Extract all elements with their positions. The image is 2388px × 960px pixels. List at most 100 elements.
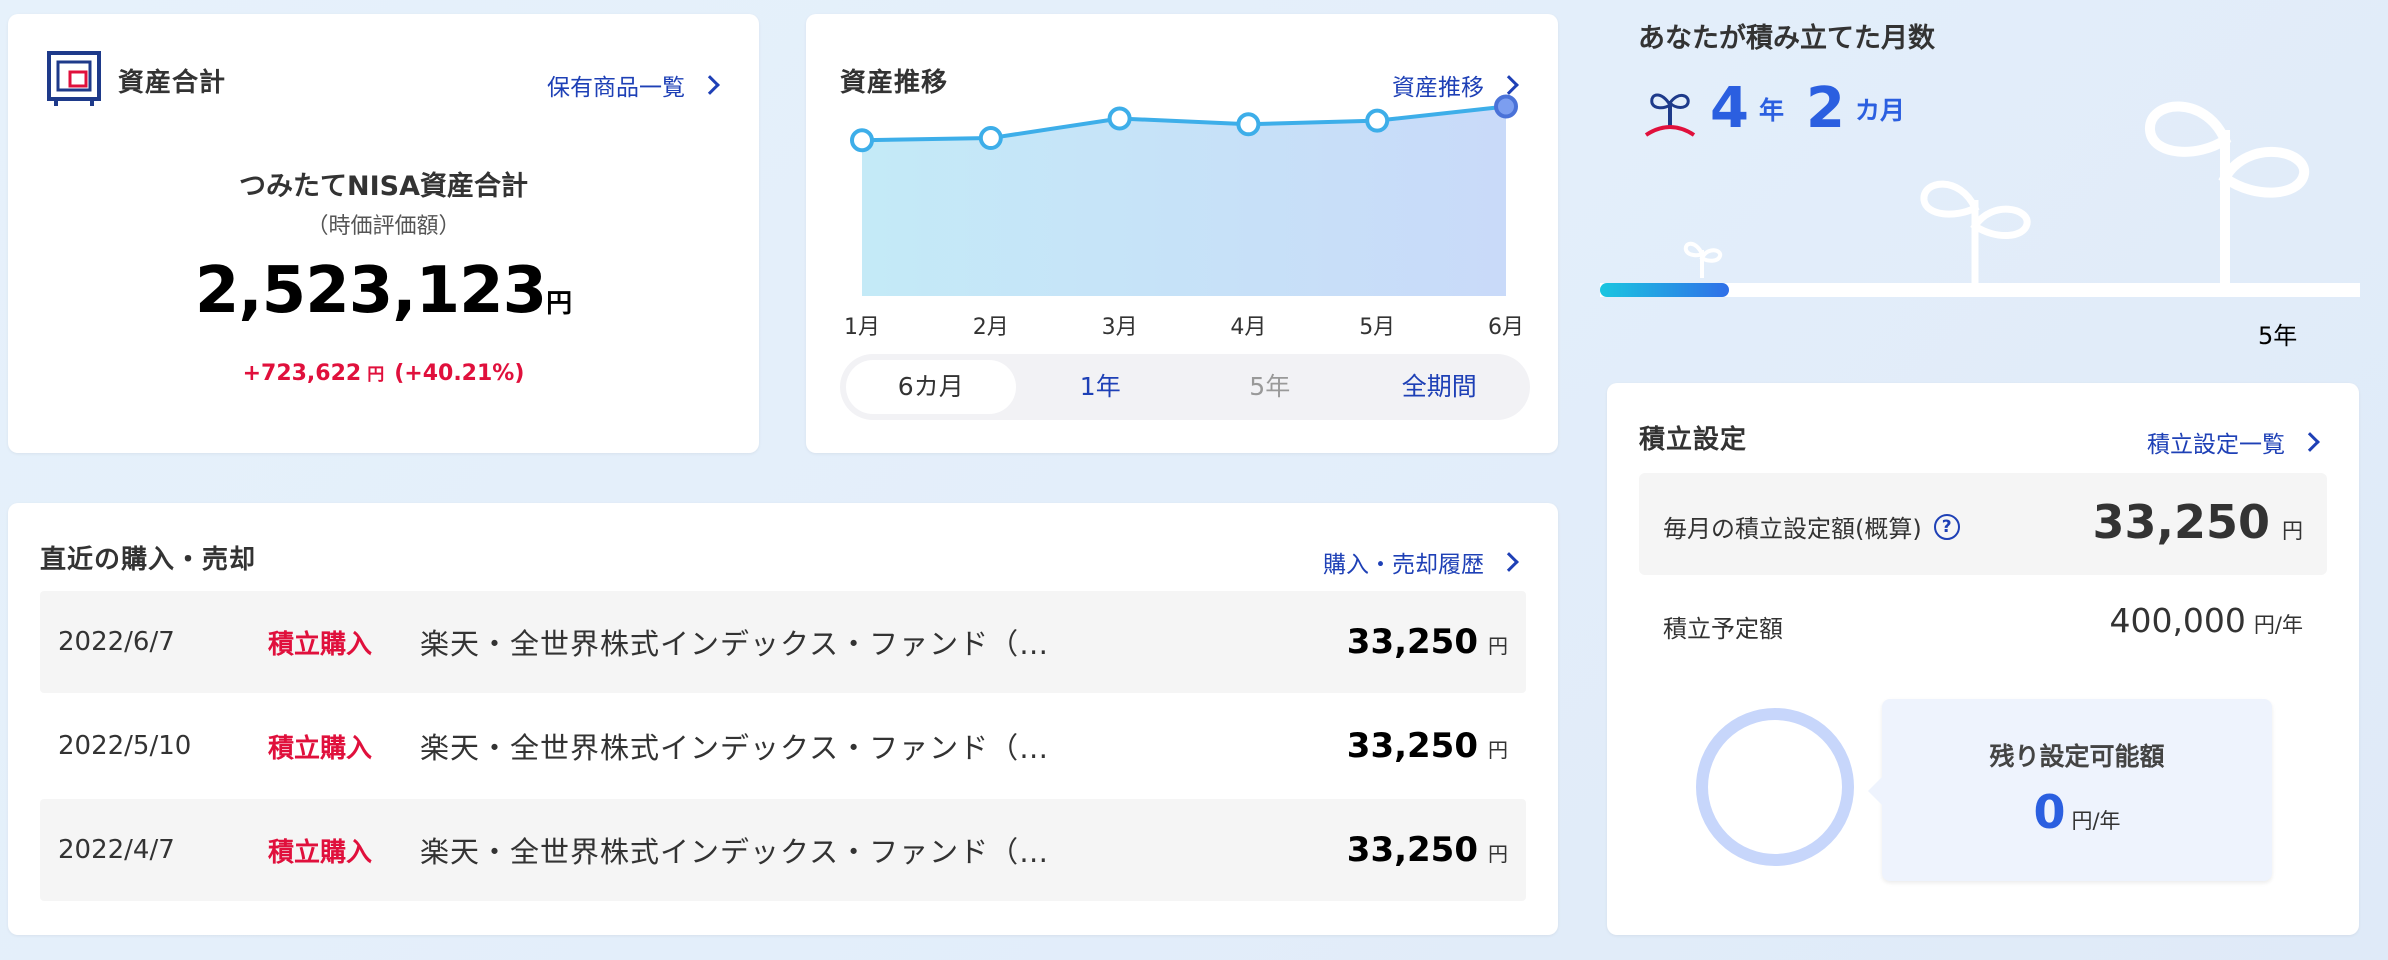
chart-x-tick-label: 6月 bbox=[1488, 315, 1524, 340]
monthly-setting-unit: 円 bbox=[2282, 519, 2303, 543]
nisa-gain-amount: +723,622 bbox=[242, 361, 362, 386]
months-years-unit: 年 bbox=[1758, 95, 1784, 125]
chart-area bbox=[862, 106, 1506, 296]
months-months: 2 bbox=[1805, 76, 1845, 141]
trade-amount-unit: 円 bbox=[1488, 842, 1508, 866]
chevron-right-icon bbox=[700, 75, 720, 95]
trade-amount: 33,250 円 bbox=[1347, 726, 1508, 766]
chart-point[interactable] bbox=[978, 126, 1003, 151]
progress-fill bbox=[1600, 283, 1729, 297]
trade-type: 積立購入 bbox=[268, 629, 373, 660]
planned-amount-value: 400,000 bbox=[2109, 601, 2246, 640]
chart-point[interactable] bbox=[850, 128, 874, 153]
asset-trend-link-label: 資産推移 bbox=[1392, 75, 1484, 101]
chevron-right-icon bbox=[2300, 432, 2320, 452]
monthly-setting-label: 毎月の積立設定額(概算) bbox=[1663, 515, 1922, 543]
tab-5-years[interactable]: 5年 bbox=[1249, 372, 1291, 401]
trade-history-link[interactable]: 購入・売却履歴 bbox=[1323, 545, 1519, 579]
trade-row[interactable]: 2022/6/7 積立購入 楽天・全世界株式インデックス・ファンド（… 33,2… bbox=[40, 591, 1526, 693]
recent-trades-title: 直近の購入・売却 bbox=[40, 545, 257, 575]
trade-date: 2022/4/7 bbox=[58, 835, 175, 865]
asset-trend-link[interactable]: 資産推移 bbox=[1392, 68, 1519, 102]
goal-years-label: 5年 bbox=[2258, 322, 2298, 350]
chart-x-tick-label: 3月 bbox=[1102, 315, 1138, 340]
recent-trades-card: 直近の購入・売却 購入・売却履歴 2022/6/7 積立購入 楽天・全世界株式イ… bbox=[8, 503, 1558, 935]
trade-row[interactable]: 2022/5/10 積立購入 楽天・全世界株式インデックス・ファンド（… 33,… bbox=[40, 695, 1526, 797]
trade-amount-value: 33,250 bbox=[1346, 622, 1478, 662]
sprout-icon bbox=[1644, 93, 1696, 137]
planned-amount-label: 積立予定額 bbox=[1663, 615, 1783, 643]
trade-type: 積立購入 bbox=[268, 837, 373, 868]
asset-trend-card: 資産推移 資産推移 1月 2月 3月 4月 5月 6月 6カ月 1年 5年 全期間 bbox=[806, 14, 1558, 453]
chart-point[interactable] bbox=[1236, 112, 1261, 137]
months-accumulated-title: あなたが積み立てた月数 bbox=[1638, 23, 1935, 54]
nisa-gain-unit: 円 bbox=[367, 365, 385, 385]
trade-type: 積立購入 bbox=[268, 733, 373, 764]
trade-amount: 33,250 円 bbox=[1347, 622, 1508, 662]
holdings-list-link-label: 保有商品一覧 bbox=[547, 75, 685, 101]
chart-x-tick-label: 5月 bbox=[1359, 315, 1395, 340]
tab-all-period[interactable]: 全期間 bbox=[1401, 372, 1477, 401]
trade-fund: 楽天・全世界株式インデックス・ファンド（… bbox=[420, 835, 1050, 869]
trade-amount-value: 33,250 bbox=[1346, 726, 1478, 766]
holdings-list-link[interactable]: 保有商品一覧 bbox=[547, 68, 720, 102]
chart-x-tick-label: 2月 bbox=[973, 315, 1009, 340]
trade-row[interactable]: 2022/4/7 積立購入 楽天・全世界株式インデックス・ファンド（… 33,2… bbox=[40, 799, 1526, 901]
accumulation-settings-card: 積立設定 積立設定一覧 毎月の積立設定額(概算) ? 33,250 円 積立予定… bbox=[1607, 383, 2359, 935]
planned-amount: 400,000 円/年 bbox=[2109, 601, 2303, 640]
nisa-total-unit: 円 bbox=[546, 289, 573, 319]
remaining-amount-value: 0 bbox=[2033, 785, 2066, 839]
asset-total-title: 資産合計 bbox=[118, 68, 227, 98]
monthly-setting-value: 33,250 bbox=[2092, 495, 2270, 549]
monthly-setting-label-group: 毎月の積立設定額(概算) ? bbox=[1663, 509, 1960, 544]
settings-title: 積立設定 bbox=[1639, 425, 1748, 455]
safe-icon bbox=[47, 51, 101, 106]
remaining-amount: 0 円/年 bbox=[1882, 785, 2272, 839]
planned-amount-unit: 円/年 bbox=[2253, 613, 2303, 637]
nisa-gain: +723,622 円 (+40.21%) bbox=[8, 360, 759, 386]
chart-line bbox=[861, 104, 1507, 143]
asset-total-card: 資産合計 保有商品一覧 つみたてNISA資産合計 （時価評価額） 2,523,1… bbox=[8, 14, 759, 453]
trade-amount: 33,250 円 bbox=[1347, 830, 1508, 870]
months-months-unit: カ月 bbox=[1854, 95, 1905, 125]
help-icon[interactable]: ? bbox=[1933, 513, 1960, 540]
trade-amount-value: 33,250 bbox=[1346, 830, 1478, 870]
remaining-donut-chart bbox=[1696, 708, 1854, 866]
months-years: 4 bbox=[1710, 76, 1749, 141]
medium-sprout-icon bbox=[1920, 180, 2031, 285]
trade-history-link-label: 購入・売却履歴 bbox=[1323, 552, 1484, 578]
tab-1-year[interactable]: 1年 bbox=[1079, 372, 1121, 401]
settings-list-link-label: 積立設定一覧 bbox=[2147, 432, 2285, 458]
monthly-setting-box: 毎月の積立設定額(概算) ? 33,250 円 bbox=[1639, 473, 2327, 575]
settings-list-link[interactable]: 積立設定一覧 bbox=[2147, 425, 2320, 459]
trade-amount-unit: 円 bbox=[1488, 738, 1508, 762]
remaining-amount-unit: 円/年 bbox=[2071, 809, 2121, 833]
nisa-gain-percent: (+40.21%) bbox=[394, 361, 525, 386]
remaining-amount-box: 残り設定可能額 0 円/年 bbox=[1868, 699, 2272, 881]
period-tabs: 6カ月 1年 5年 全期間 bbox=[840, 354, 1530, 420]
chart-point[interactable] bbox=[1107, 106, 1132, 131]
nisa-total-label: つみたてNISA資産合計 bbox=[239, 171, 528, 202]
asset-trend-title: 資産推移 bbox=[840, 68, 949, 98]
remaining-amount-label: 残り設定可能額 bbox=[1989, 742, 2165, 771]
chart-x-tick-label: 4月 bbox=[1230, 315, 1266, 340]
chevron-right-icon bbox=[1499, 552, 1519, 572]
nisa-total-value: 2,523,123円 bbox=[8, 254, 759, 328]
months-progress bbox=[1600, 101, 2360, 297]
chart-point[interactable] bbox=[1494, 94, 1518, 119]
tab-6-months[interactable]: 6カ月 bbox=[846, 360, 1016, 414]
large-sprout-icon bbox=[2145, 101, 2310, 285]
nisa-total-sublabel: （時価評価額） bbox=[306, 214, 461, 239]
small-sprout-icon bbox=[1683, 241, 1723, 278]
chart-point[interactable] bbox=[1365, 108, 1390, 133]
chart-x-tick-label: 1月 bbox=[844, 315, 880, 340]
trade-amount-unit: 円 bbox=[1488, 634, 1508, 658]
monthly-setting-amount: 33,250 円 bbox=[2092, 495, 2303, 549]
trade-date: 2022/6/7 bbox=[58, 627, 175, 657]
donut-ring bbox=[1696, 708, 1854, 866]
trade-date: 2022/5/10 bbox=[58, 731, 192, 761]
trade-fund: 楽天・全世界株式インデックス・ファンド（… bbox=[420, 731, 1050, 765]
asset-trend-chart: 1月 2月 3月 4月 5月 6月 bbox=[844, 94, 1524, 340]
months-accumulated-value: 4 年 2 カ月 bbox=[1640, 76, 1917, 141]
trade-fund: 楽天・全世界株式インデックス・ファンド（… bbox=[420, 627, 1050, 661]
